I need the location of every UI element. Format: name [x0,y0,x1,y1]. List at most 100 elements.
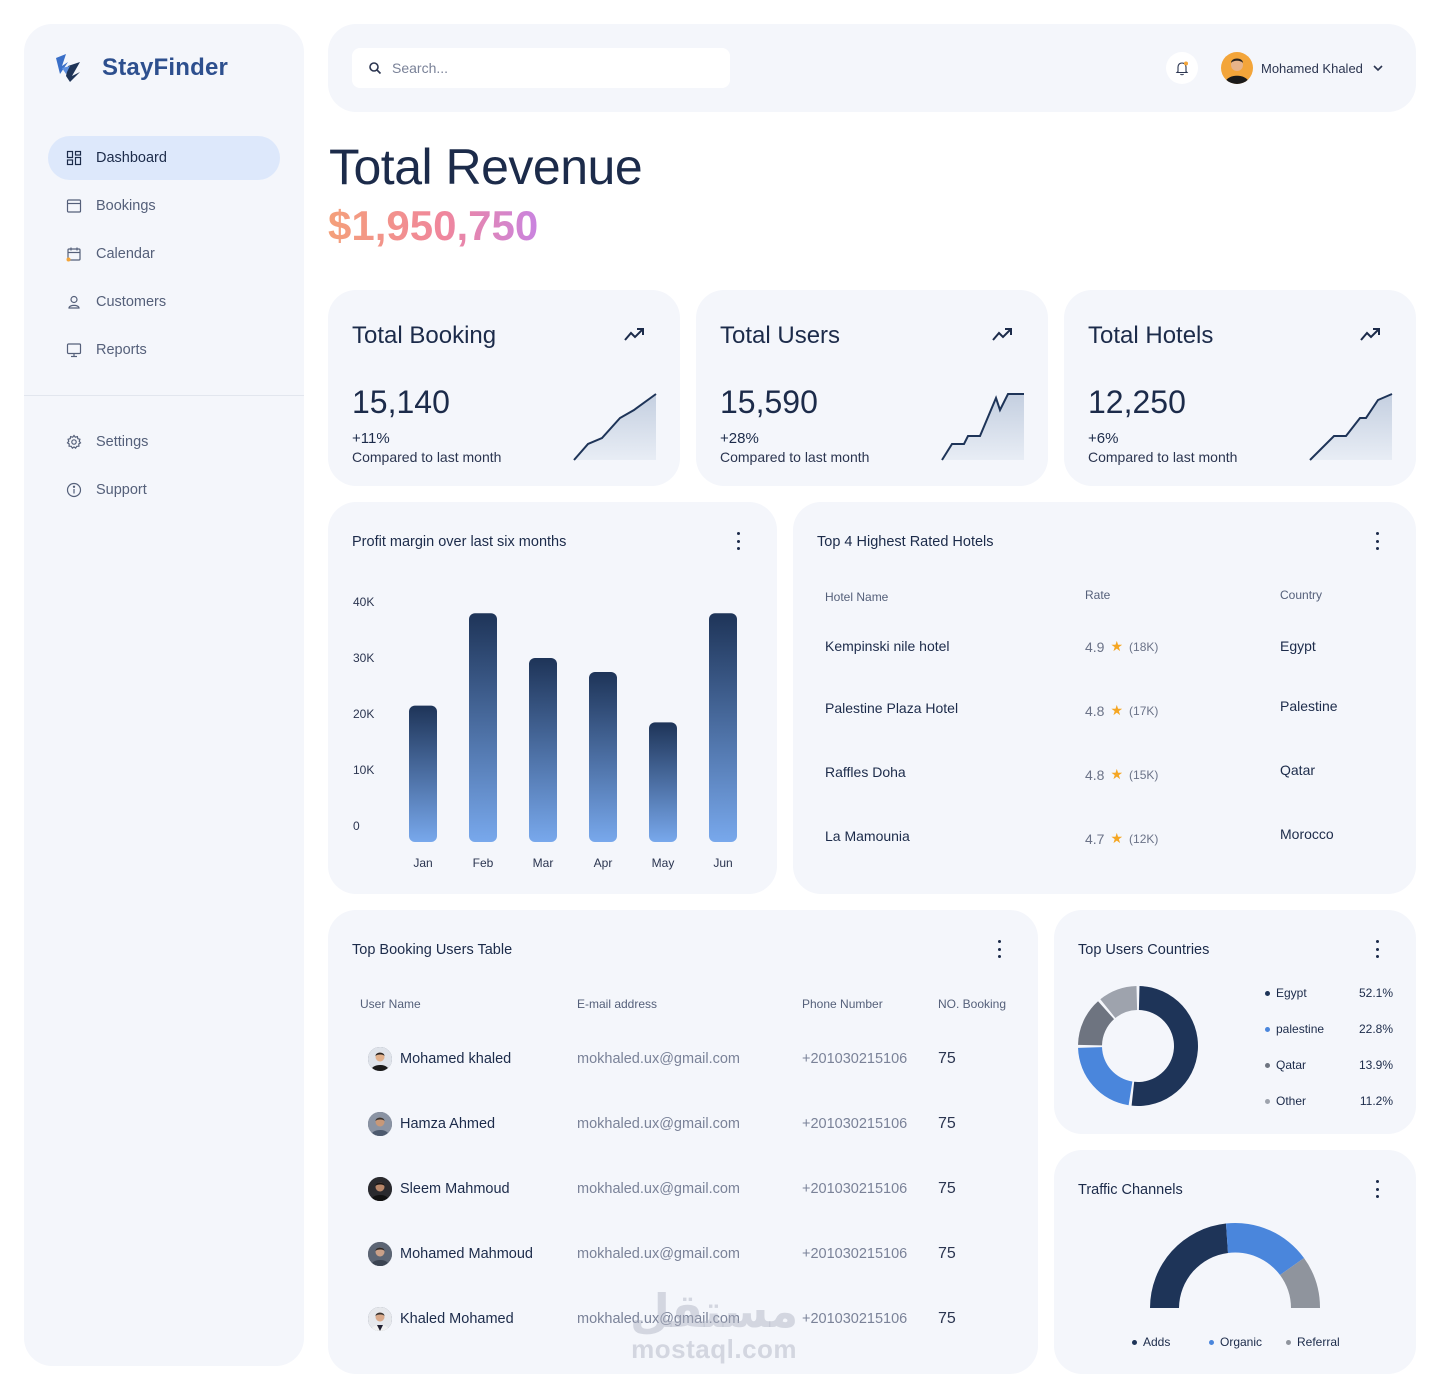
hotel-name[interactable]: Raffles Doha [825,764,906,780]
donut-slice-qatar[interactable] [1078,1001,1115,1046]
hotel-name[interactable]: La Mamounia [825,828,910,844]
search-input[interactable] [392,60,712,76]
secondary-nav: Settings Support [48,420,280,516]
legend-label: Adds [1143,1335,1171,1349]
user-cell: Mohamed Mahmoud [368,1242,533,1266]
calendar-icon [66,247,81,262]
user-email: mokhaled.ux@gmail.com [577,1246,741,1262]
stat-value: 12,250 [1088,384,1186,420]
sidebar-divider [24,395,304,396]
legend-dot [1265,1099,1270,1105]
avatar [368,1307,392,1331]
star-icon: ★ [1110,638,1124,654]
sidebar-item-support[interactable]: Support [48,468,280,512]
gauge-segment-referral [1280,1258,1321,1308]
legend-item: Organic [1209,1335,1262,1349]
user-phone: +201030215106 [802,1311,908,1327]
donut-slice-palestine[interactable] [1078,1047,1133,1106]
user-name: Hamza Ahmed [400,1116,496,1132]
legend-dot [1286,1339,1291,1345]
stat-compare-label: Compared to last month [1088,449,1238,465]
stat-compare-label: Compared to last month [720,449,870,465]
traffic-gauge-chart [1150,1222,1321,1308]
legend-dot [1265,1063,1270,1069]
review-count: (12K) [1129,831,1159,846]
rating-value: 4.7 [1085,830,1105,847]
trend-up-icon [1360,328,1380,341]
bar-mar[interactable] [529,658,557,842]
card-title: Top Booking Users Table [352,942,513,958]
legend-dot [1209,1339,1214,1345]
review-count: (15K) [1129,767,1159,782]
user-menu[interactable]: Mohamed Khaled [1221,52,1385,84]
hotel-name[interactable]: Kempinski nile hotel [825,638,950,654]
table-row[interactable]: Mohamed khaled mokhaled.ux@gmail.com +20… [328,1043,1038,1073]
sidebar-item-customers[interactable]: Customers [48,280,280,324]
table-row[interactable]: Khaled Mohamed mokhaled.ux@gmail.com +20… [328,1303,1038,1333]
star-icon: ★ [1110,830,1124,846]
bar-jan[interactable] [409,705,437,842]
sparkline [1309,393,1393,461]
sidebar-item-label: Settings [96,434,149,450]
sidebar-item-bookings[interactable]: Bookings [48,184,280,228]
bar-apr[interactable] [589,672,617,842]
more-options-icon[interactable] [1374,940,1380,958]
hotel-country: Egypt [1280,638,1316,654]
bar-chart: 0 10K 20K 30K 40K Jan Feb Mar Apr May Jun [353,595,737,870]
gear-icon [66,434,82,449]
star-icon: ★ [1110,766,1124,782]
more-options-icon[interactable] [1374,532,1380,550]
table-row[interactable]: Sleem Mahmoud mokhaled.ux@gmail.com +201… [328,1173,1038,1203]
legend-item: Adds [1132,1335,1170,1349]
search-box[interactable] [352,48,730,88]
card-title: Top Users Countries [1078,942,1210,958]
donut-slice-egypt[interactable] [1131,986,1198,1106]
bar-feb[interactable] [469,613,497,842]
sidebar-item-calendar[interactable]: Calendar [48,232,280,276]
legend-label: Qatar [1276,1058,1307,1072]
table-row[interactable]: Hamza Ahmed mokhaled.ux@gmail.com +20103… [328,1108,1038,1138]
bookings-icon [66,199,82,213]
y-tick-label: 20K [353,707,374,721]
bar-jun[interactable] [709,613,737,842]
booking-count: 75 [938,1115,956,1132]
bell-icon [1175,61,1189,76]
bar-may[interactable] [649,722,677,842]
stat-value: 15,590 [720,384,818,420]
sparkline [573,393,657,461]
column-header-hotel-name: Hotel Name [825,590,889,604]
table-row[interactable]: Mohamed Mahmoud mokhaled.ux@gmail.com +2… [328,1238,1038,1268]
hotel-rating: 4.9 ★ (18K) [1085,638,1158,655]
info-icon [66,482,82,498]
sidebar: StayFinder Dashboard Bookings Calendar C… [24,24,304,1366]
sidebar-item-dashboard[interactable]: Dashboard [48,136,280,180]
traffic-channels-card: Traffic Channels Adds Organic Referral [1054,1150,1416,1374]
user-phone: +201030215106 [802,1181,908,1197]
logo[interactable]: StayFinder [52,52,228,84]
user-name: Mohamed Khaled [1261,60,1363,76]
hotel-name[interactable]: Palestine Plaza Hotel [825,700,959,716]
legend-item: Referral [1286,1335,1340,1349]
column-header-phone: Phone Number [802,997,883,1011]
user-name: Khaled Mohamed [400,1311,514,1327]
user-email: mokhaled.ux@gmail.com [577,1181,741,1197]
more-options-icon[interactable] [1374,1180,1380,1198]
top-booking-users-card: Top Booking Users Table User Name E-mail… [328,910,1038,1374]
hotel-rating: 4.8 ★ (15K) [1085,766,1158,783]
sidebar-item-settings[interactable]: Settings [48,420,280,464]
notifications-button[interactable] [1166,52,1198,84]
donut-slice-other[interactable] [1100,986,1138,1018]
search-icon [369,62,382,75]
more-options-icon[interactable] [996,940,1002,958]
y-tick-label: 30K [353,651,374,665]
more-options-icon[interactable] [735,532,741,550]
chevron-down-icon [1373,65,1383,72]
stayfinder-logo-icon [56,54,80,82]
card-title: Top 4 Highest Rated Hotels [817,534,994,550]
x-tick-label: Feb [473,856,494,870]
sidebar-item-reports[interactable]: Reports [48,328,280,372]
legend-label: Referral [1297,1335,1340,1349]
customers-icon [68,295,80,309]
x-tick-label: Jun [713,856,732,870]
stat-change: +28% [720,430,759,447]
